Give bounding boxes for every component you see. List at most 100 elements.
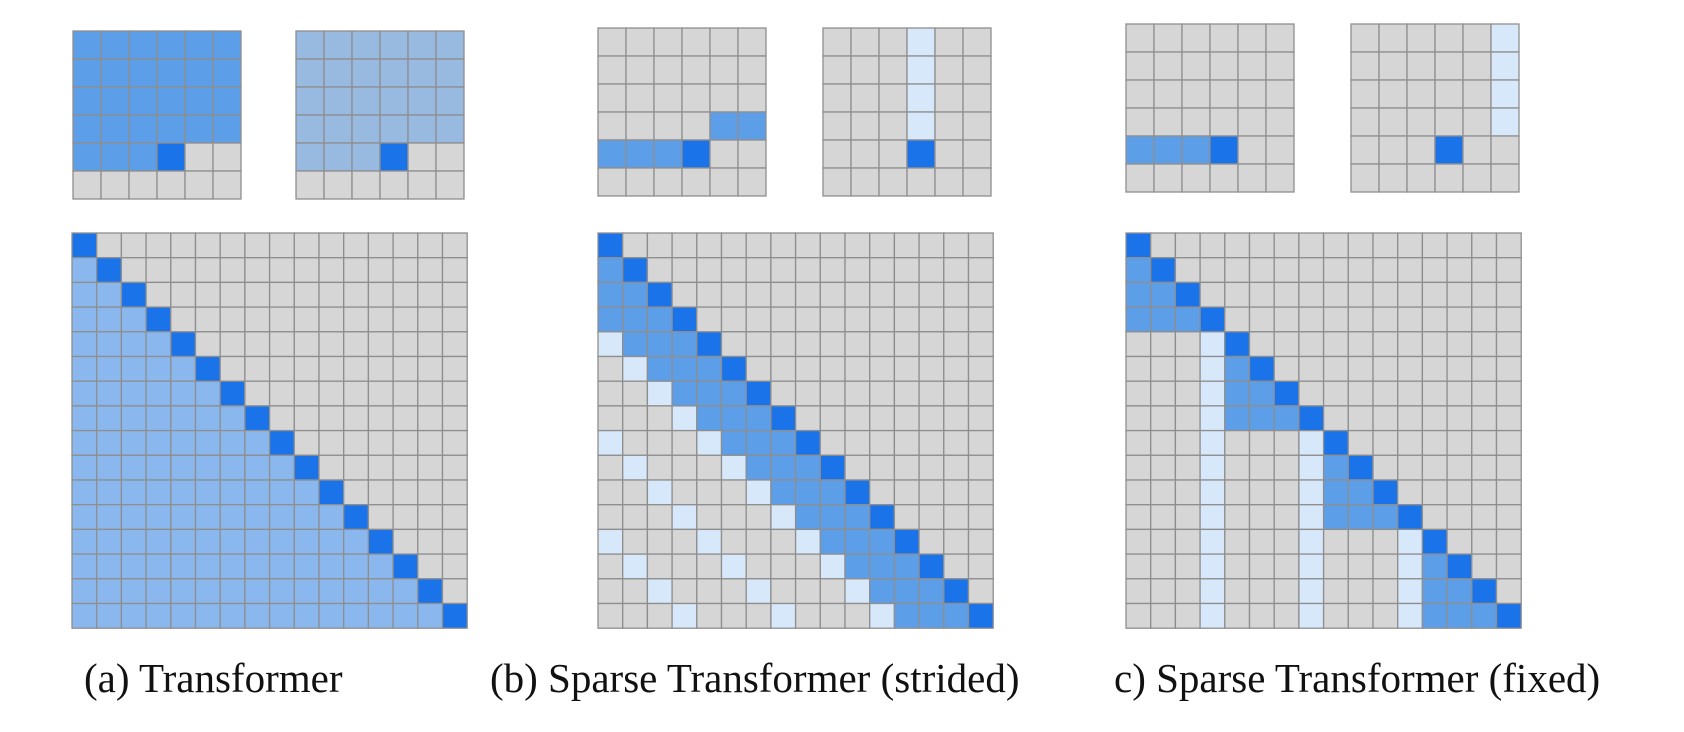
grid-cell xyxy=(962,27,992,57)
matrix-cell xyxy=(918,306,945,333)
grid-cell xyxy=(407,114,437,144)
matrix-cell xyxy=(441,232,468,259)
matrix-cell xyxy=(318,405,345,432)
matrix-cell xyxy=(622,281,649,308)
matrix-cell xyxy=(943,553,970,580)
matrix-cell xyxy=(1224,578,1251,605)
matrix-cell xyxy=(720,331,747,358)
matrix-cell xyxy=(1347,429,1374,456)
matrix-cell xyxy=(1446,528,1473,555)
matrix-cell xyxy=(622,331,649,358)
matrix-cell xyxy=(293,578,320,605)
grid-cell xyxy=(212,58,242,88)
matrix-cell xyxy=(646,306,673,333)
matrix-cell xyxy=(392,380,419,407)
grid-cell xyxy=(1434,23,1464,53)
matrix-cell xyxy=(219,578,246,605)
matrix-cell xyxy=(918,257,945,284)
grid-cell xyxy=(295,58,325,88)
matrix-cell xyxy=(1150,553,1177,580)
matrix-cell xyxy=(1495,528,1522,555)
grid-cell xyxy=(1125,79,1155,109)
matrix-cell xyxy=(597,405,624,432)
matrix-cell xyxy=(441,429,468,456)
matrix-cell xyxy=(918,331,945,358)
matrix-cell xyxy=(244,355,271,382)
matrix-cell xyxy=(622,429,649,456)
grid-cell xyxy=(1237,23,1267,53)
matrix-cell xyxy=(918,380,945,407)
grid-cell xyxy=(1237,135,1267,165)
matrix-cell xyxy=(441,257,468,284)
matrix-cell xyxy=(1199,602,1226,629)
matrix-cell xyxy=(1372,429,1399,456)
matrix-cell xyxy=(597,306,624,333)
grid-cell xyxy=(323,142,353,172)
grid-cell xyxy=(681,167,711,197)
grid-cell xyxy=(1125,135,1155,165)
grid-cell xyxy=(625,167,655,197)
matrix-cell xyxy=(1421,504,1448,531)
matrix-cell xyxy=(1199,232,1226,259)
matrix-cell xyxy=(646,405,673,432)
matrix-cell xyxy=(392,257,419,284)
matrix-cell xyxy=(1248,504,1275,531)
matrix-cell xyxy=(1347,281,1374,308)
matrix-cell xyxy=(71,479,98,506)
matrix-cell xyxy=(794,504,821,531)
matrix-cell xyxy=(943,257,970,284)
matrix-cell xyxy=(646,479,673,506)
matrix-cell xyxy=(367,355,394,382)
matrix-cell xyxy=(1174,355,1201,382)
matrix-cell xyxy=(244,479,271,506)
matrix-cell xyxy=(1495,306,1522,333)
matrix-cell xyxy=(646,504,673,531)
panel-sparse-strided xyxy=(597,27,994,629)
matrix-cell xyxy=(120,281,147,308)
grid-cell xyxy=(625,139,655,169)
matrix-cell xyxy=(770,602,797,629)
grid-cell xyxy=(435,58,465,88)
grid-cell xyxy=(1378,135,1408,165)
grid-cell xyxy=(1462,23,1492,53)
matrix-cell xyxy=(1150,479,1177,506)
matrix-cell xyxy=(1298,331,1325,358)
matrix-cell xyxy=(720,528,747,555)
matrix-cell xyxy=(120,553,147,580)
matrix-cell xyxy=(967,504,994,531)
matrix-cell xyxy=(1273,232,1300,259)
matrix-cell xyxy=(1421,355,1448,382)
grid-cell xyxy=(435,30,465,60)
matrix-cell xyxy=(1125,281,1152,308)
matrix-cell xyxy=(671,306,698,333)
matrix-cell xyxy=(1150,232,1177,259)
matrix-cell xyxy=(343,553,370,580)
grid-cell xyxy=(184,114,214,144)
matrix-cell xyxy=(1199,528,1226,555)
matrix-cell xyxy=(720,429,747,456)
matrix-cell xyxy=(1224,257,1251,284)
grid-cell xyxy=(1434,79,1464,109)
matrix-cell xyxy=(918,602,945,629)
matrix-cell xyxy=(1273,504,1300,531)
matrix-cell xyxy=(819,232,846,259)
matrix-cell xyxy=(96,380,123,407)
panel-sparse-fixed xyxy=(1125,23,1522,629)
matrix-cell xyxy=(1347,257,1374,284)
grid-cell xyxy=(156,58,186,88)
grid-cell xyxy=(1462,135,1492,165)
matrix-cell xyxy=(720,578,747,605)
matrix-cell xyxy=(869,306,896,333)
grid-cell xyxy=(1265,23,1295,53)
matrix-cell xyxy=(1471,479,1498,506)
matrix-cell xyxy=(1397,355,1424,382)
grid-cell xyxy=(184,86,214,116)
matrix-cell xyxy=(1347,553,1374,580)
matrix-cell xyxy=(1125,479,1152,506)
grid-cell xyxy=(1209,163,1239,193)
grid-cell xyxy=(1350,107,1380,137)
matrix-cell xyxy=(893,553,920,580)
matrix-cell xyxy=(918,454,945,481)
matrix-cell xyxy=(696,578,723,605)
matrix-cell xyxy=(170,429,197,456)
